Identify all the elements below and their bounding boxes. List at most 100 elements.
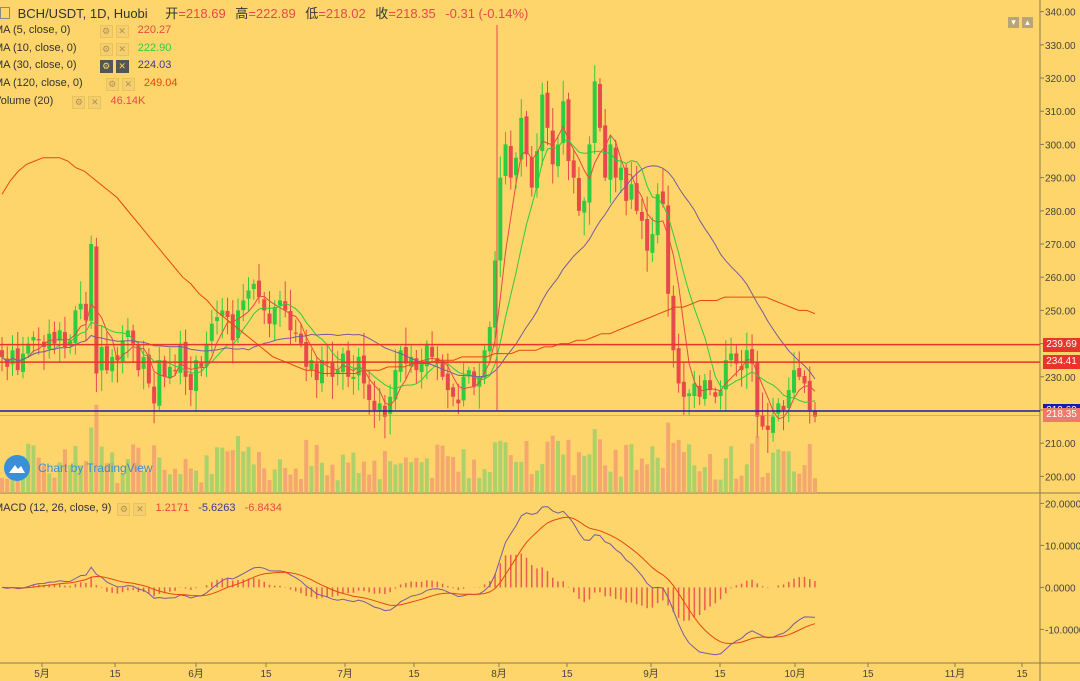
volume-bar xyxy=(477,477,482,493)
ma10-line xyxy=(1,139,816,403)
volume-bar xyxy=(629,444,634,493)
volume-bar xyxy=(718,479,723,493)
symbol-pair: BCH/USDT, 1D, Huobi xyxy=(17,6,148,21)
indicator-ma5[interactable]: MA (5, close, 0) ⚙ ✕ 220.27 xyxy=(0,24,171,38)
volume-bar xyxy=(744,464,749,493)
volume-bar xyxy=(52,477,57,493)
volume-bar xyxy=(78,465,83,493)
price-badge: 239.69 xyxy=(1043,337,1080,352)
volume-bar xyxy=(377,479,382,493)
pane-up-icon[interactable]: ▴ xyxy=(1022,17,1033,28)
candle-body xyxy=(241,300,246,311)
volume-bar xyxy=(220,447,225,493)
candle-body xyxy=(262,299,267,311)
volume-bar xyxy=(178,474,183,493)
legend: BCH/USDT, 1D, Huobi 开=218.69 高=222.89 低=… xyxy=(0,0,1040,110)
volume-bar xyxy=(319,462,324,493)
volume-bar xyxy=(603,465,608,493)
candle-body xyxy=(456,399,461,404)
volume-bar xyxy=(435,444,440,493)
indicator-macd[interactable]: MACD (12, 26, close, 9) ⚙ ✕ 1.2171 -5.626… xyxy=(0,502,282,516)
volume-bar xyxy=(89,427,94,493)
ma120-line xyxy=(1,157,816,374)
volume-bar xyxy=(183,458,188,493)
price-tick-label: 280.00 xyxy=(1045,207,1076,218)
close-icon[interactable]: ✕ xyxy=(88,96,102,109)
volume-bar xyxy=(288,474,293,493)
volume-bar xyxy=(676,439,681,493)
settings-icon[interactable]: ⚙ xyxy=(99,60,113,73)
volume-bar xyxy=(498,440,503,493)
indicator-ma120[interactable]: MA (120, close, 0) ⚙ ✕ 249.04 xyxy=(0,77,178,91)
volume-bar xyxy=(157,457,162,493)
high-label: 高 xyxy=(235,6,249,21)
candle-body xyxy=(608,144,613,180)
volume-bar xyxy=(618,476,623,493)
price-tick-label: 300.00 xyxy=(1045,140,1076,151)
settings-icon[interactable]: ⚙ xyxy=(72,96,86,109)
volume-bar xyxy=(771,452,776,493)
close-icon[interactable]: ✕ xyxy=(121,78,135,91)
close-icon[interactable]: ✕ xyxy=(115,25,129,38)
close-icon[interactable]: ✕ xyxy=(115,60,129,73)
volume-bar xyxy=(514,461,519,493)
candle-body xyxy=(760,415,765,427)
candle-body xyxy=(277,300,282,306)
settings-icon[interactable]: ⚙ xyxy=(105,78,119,91)
volume-bar xyxy=(236,436,241,493)
close-icon[interactable]: ✕ xyxy=(115,43,129,56)
volume-bar xyxy=(419,462,424,493)
candle-body xyxy=(267,313,272,324)
settings-icon[interactable]: ⚙ xyxy=(99,43,113,56)
indicator-ma30[interactable]: MA (30, close, 0) ⚙ ✕ 224.03 xyxy=(0,59,171,73)
volume-bar xyxy=(445,456,450,493)
candle-body xyxy=(288,310,293,331)
volume-bar xyxy=(330,464,335,493)
volume-bar xyxy=(314,444,319,493)
candle-body xyxy=(152,386,157,404)
price-tick-label: 330.00 xyxy=(1045,41,1076,52)
candle-body xyxy=(31,336,36,341)
candle-body xyxy=(47,333,52,349)
volume-bars xyxy=(0,404,817,493)
volume-bar xyxy=(152,445,157,493)
candle-body xyxy=(666,205,671,294)
candle-body xyxy=(561,101,566,144)
close-label: 收 xyxy=(375,6,389,21)
collapse-icon[interactable] xyxy=(0,7,10,19)
volume-bar xyxy=(535,470,540,493)
volume-bar xyxy=(645,464,650,493)
volume-bar xyxy=(519,461,524,493)
candle-body xyxy=(776,403,781,414)
candle-body xyxy=(120,340,125,362)
volume-bar xyxy=(309,466,314,493)
volume-bar xyxy=(382,450,387,493)
settings-icon[interactable]: ⚙ xyxy=(117,503,131,516)
volume-bar xyxy=(293,468,298,493)
ma5-line xyxy=(1,125,816,420)
ma30-line xyxy=(1,165,816,380)
close-icon[interactable]: ✕ xyxy=(133,503,147,516)
tradingview-watermark[interactable]: Chart by TradingView xyxy=(4,455,153,481)
candle-body xyxy=(209,323,214,341)
candle-body xyxy=(498,177,503,261)
candle-body xyxy=(351,376,356,380)
indicator-volume[interactable]: Volume (20) ⚙✕ 46.14K xyxy=(0,95,145,109)
time-tick-label: 6月 xyxy=(188,668,204,680)
volume-bar xyxy=(529,474,534,493)
pane-down-icon[interactable]: ▾ xyxy=(1008,17,1019,28)
volume-bar xyxy=(424,458,429,493)
settings-icon[interactable]: ⚙ xyxy=(99,25,113,38)
price-tick-label: 250.00 xyxy=(1045,306,1076,317)
candle-body xyxy=(99,346,104,371)
volume-bar xyxy=(57,462,62,493)
candle-body xyxy=(503,144,508,177)
candle-body xyxy=(52,331,57,344)
time-tick-label: 11月 xyxy=(945,668,965,680)
candle-body xyxy=(702,380,707,399)
candle-body xyxy=(802,376,807,384)
indicator-ma10[interactable]: MA (10, close, 0) ⚙ ✕ 222.90 xyxy=(0,42,171,56)
time-tick-label: 8月 xyxy=(491,668,507,680)
volume-bar xyxy=(267,479,272,493)
